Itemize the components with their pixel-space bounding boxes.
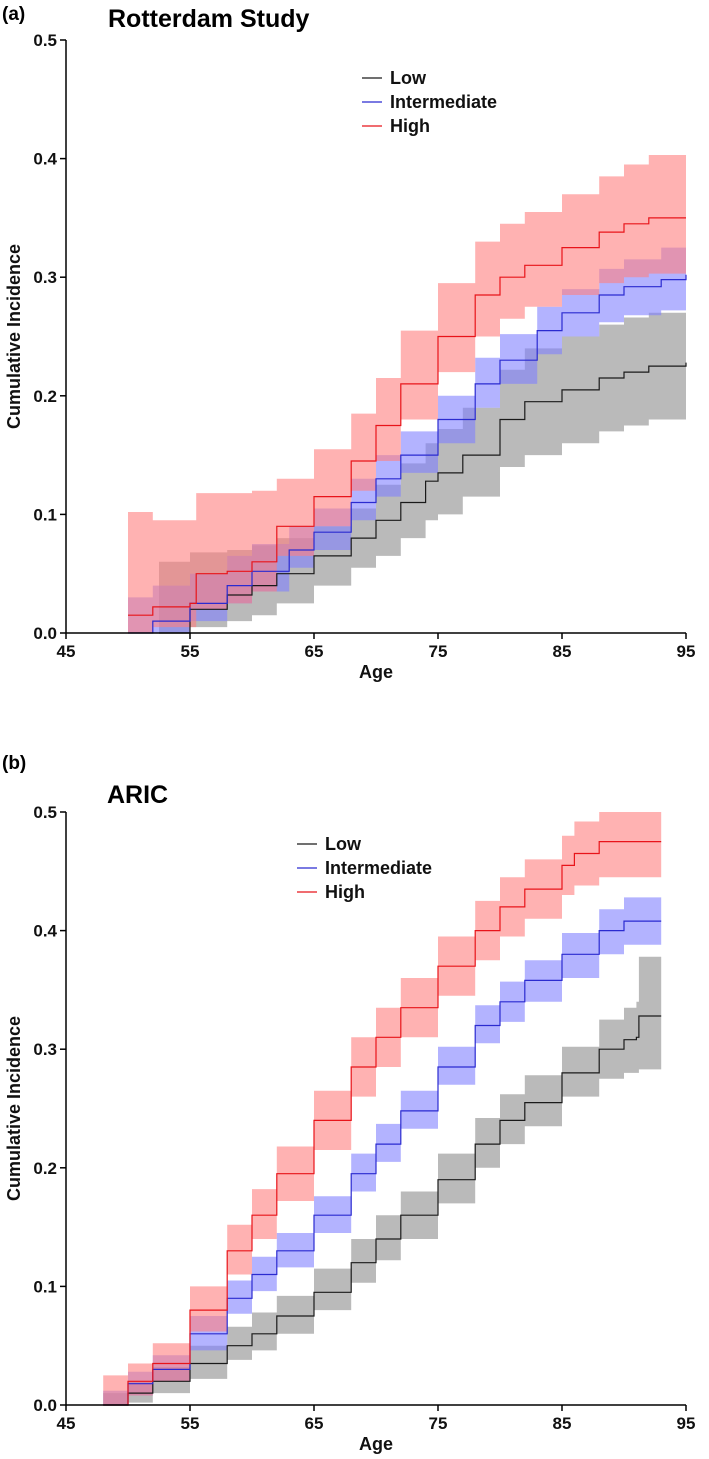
panel-a: (a) Rotterdam Study 0.0 0.1 0.2 0.3 0.4 0.5 45 55… xyxy=(0,0,709,729)
y-tick-label: 0.3 xyxy=(33,1040,57,1059)
y-tick-label: 0.0 xyxy=(33,624,57,643)
y-tick-label: 0.1 xyxy=(33,505,57,524)
x-tick-label: 85 xyxy=(553,1414,572,1433)
chart-title: ARIC xyxy=(107,781,168,809)
series-line-intermediate xyxy=(128,274,687,634)
panel-label: (a) xyxy=(2,4,25,25)
ci-band-high xyxy=(128,155,686,633)
x-axis-title: Age xyxy=(359,662,393,682)
x-tick-label: 65 xyxy=(305,1414,324,1433)
legend-label-low: Low xyxy=(325,834,362,854)
panel-label: (b) xyxy=(2,753,26,774)
y-tick-label: 0.5 xyxy=(33,31,57,50)
series-line-high xyxy=(128,217,686,616)
ci-band-intermediate xyxy=(128,241,686,633)
x-tick-label: 95 xyxy=(677,642,696,661)
legend-label-high: High xyxy=(390,116,430,136)
legend-label-intermediate: Intermediate xyxy=(390,92,497,112)
legend-label-intermediate: Intermediate xyxy=(325,858,432,878)
x-tick-label: 55 xyxy=(181,642,200,661)
chart-aric: (b) ARIC 0.0 0.1 0.2 0.3 0.4 0.5 45 55 65 75 85 95 Age… xyxy=(2,753,696,1454)
y-tick-label: 0.2 xyxy=(33,387,57,406)
y-tick-label: 0.1 xyxy=(33,1277,57,1296)
y-tick-label: 0.5 xyxy=(33,803,57,822)
y-tick-label: 0.0 xyxy=(33,1396,57,1415)
y-axis-title: Cumulative Incidence xyxy=(4,244,24,429)
y-tick-label: 0.4 xyxy=(33,150,57,169)
ci-band-high xyxy=(103,812,662,1405)
y-tick-label: 0.3 xyxy=(33,268,57,287)
series-line-high xyxy=(103,841,662,1406)
x-tick-label: 85 xyxy=(553,642,572,661)
legend-label-high: High xyxy=(325,882,365,902)
series-line-low xyxy=(103,1015,662,1406)
y-tick-label: 0.4 xyxy=(33,922,57,941)
x-tick-label: 75 xyxy=(429,642,448,661)
x-tick-label: 45 xyxy=(57,642,76,661)
chart-title: Rotterdam Study xyxy=(108,5,310,33)
chart-rotterdam: (a) Rotterdam Study 0.0 0.1 0.2 0.3 0.4 0.5 45 55… xyxy=(2,4,696,682)
x-tick-label: 55 xyxy=(181,1414,200,1433)
x-tick-label: 45 xyxy=(57,1414,76,1433)
legend-label-low: Low xyxy=(390,68,427,88)
y-tick-label: 0.2 xyxy=(33,1159,57,1178)
series-line-intermediate xyxy=(103,920,662,1406)
x-tick-label: 95 xyxy=(677,1414,696,1433)
x-tick-label: 75 xyxy=(429,1414,448,1433)
panel-b: (b) ARIC 0.0 0.1 0.2 0.3 0.4 0.5 45 55 65 75 85 95 Age… xyxy=(0,729,709,1458)
y-axis-title: Cumulative Incidence xyxy=(4,1016,24,1201)
ci-band-intermediate xyxy=(103,897,662,1405)
x-axis-title: Age xyxy=(359,1434,393,1454)
x-tick-label: 65 xyxy=(305,642,324,661)
